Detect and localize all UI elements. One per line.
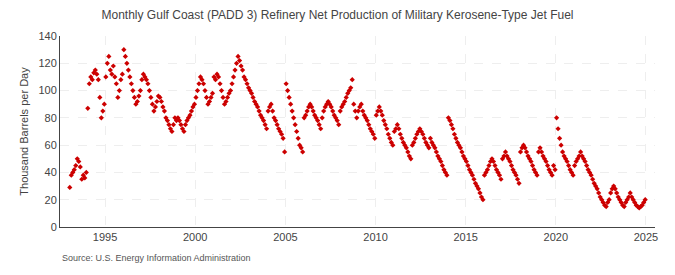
- svg-text:60: 60: [45, 139, 57, 151]
- svg-text:2020: 2020: [544, 231, 568, 243]
- svg-text:40: 40: [45, 166, 57, 178]
- svg-text:2005: 2005: [273, 231, 297, 243]
- svg-text:Monthly Gulf Coast (PADD 3) Re: Monthly Gulf Coast (PADD 3) Refinery Net…: [102, 8, 574, 22]
- svg-text:20: 20: [45, 194, 57, 206]
- svg-text:2000: 2000: [183, 231, 207, 243]
- svg-text:120: 120: [38, 57, 56, 69]
- svg-text:100: 100: [38, 84, 56, 96]
- svg-text:80: 80: [45, 112, 57, 124]
- svg-text:Source: U.S. Energy Informatio: Source: U.S. Energy Information Administ…: [62, 253, 251, 263]
- svg-text:140: 140: [38, 30, 56, 42]
- svg-text:2015: 2015: [453, 231, 477, 243]
- svg-text:1995: 1995: [93, 231, 117, 243]
- svg-text:0: 0: [51, 221, 57, 233]
- svg-text:2010: 2010: [363, 231, 387, 243]
- svg-text:Thousand Barrels per Day: Thousand Barrels per Day: [18, 67, 30, 196]
- svg-text:2025: 2025: [634, 231, 658, 243]
